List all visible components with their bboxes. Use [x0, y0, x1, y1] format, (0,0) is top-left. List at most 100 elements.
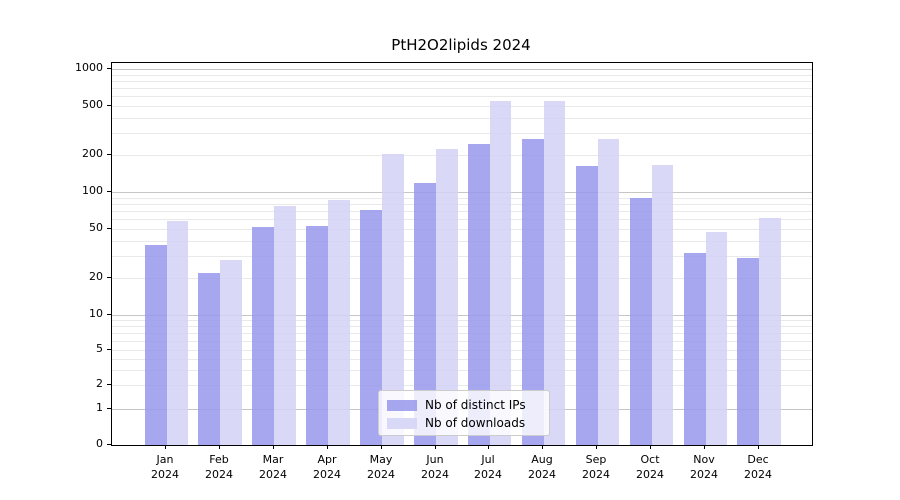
y-tick-label: 200	[82, 147, 103, 160]
bar-distinct-ips-jul	[467, 144, 490, 445]
y-tick-mark	[107, 384, 111, 385]
bar-distinct-ips-dec	[737, 258, 760, 445]
x-tick-mark	[273, 445, 274, 449]
y-tick-label: 5	[96, 342, 103, 355]
bar-distinct-ips-sep	[575, 165, 598, 445]
bar-downloads-apr	[328, 200, 350, 445]
x-tick-mark	[596, 445, 597, 449]
bar-distinct-ips-apr	[306, 225, 329, 445]
bar-downloads-may	[382, 154, 404, 445]
gridline	[112, 315, 812, 316]
x-tick-mark	[542, 445, 543, 449]
gridline	[112, 341, 812, 342]
x-tick-label: May 2024	[367, 453, 395, 481]
bar-distinct-ips-may	[360, 209, 383, 445]
bar-distinct-ips-nov	[683, 252, 706, 445]
gridline	[112, 198, 812, 199]
x-tick-label: Aug 2024	[528, 453, 556, 481]
bar-distinct-ips-jan	[144, 245, 167, 445]
gridline	[112, 81, 812, 82]
legend-label: Nb of distinct IPs	[425, 398, 526, 412]
gridline	[112, 118, 812, 119]
gridline	[112, 211, 812, 212]
gridline	[112, 278, 812, 279]
x-tick-label: Feb 2024	[205, 453, 233, 481]
y-tick-mark	[107, 154, 111, 155]
x-tick-mark	[219, 445, 220, 449]
x-tick-mark	[704, 445, 705, 449]
legend-label: Nb of downloads	[425, 416, 526, 430]
y-tick-mark	[107, 314, 111, 315]
gridline	[112, 350, 812, 351]
legend-swatch-ips	[387, 399, 417, 411]
legend-swatch-downloads	[387, 417, 417, 429]
gridline	[112, 241, 812, 242]
gridline	[112, 333, 812, 334]
gridline	[112, 385, 812, 386]
gridline	[112, 229, 812, 230]
x-tick-label: Oct 2024	[636, 453, 664, 481]
y-tick-label: 10	[89, 307, 103, 320]
x-tick-label: Apr 2024	[313, 453, 341, 481]
y-tick-mark	[107, 228, 111, 229]
y-tick-mark	[107, 444, 111, 445]
y-tick-label: 1000	[75, 61, 103, 74]
bar-distinct-ips-aug	[521, 139, 544, 445]
x-tick-label: Jul 2024	[474, 453, 502, 481]
bar-distinct-ips-oct	[629, 198, 652, 445]
gridline	[112, 96, 812, 97]
gridline	[112, 69, 812, 70]
bar-downloads-feb	[220, 260, 242, 445]
y-tick-mark	[107, 191, 111, 192]
gridline	[112, 320, 812, 321]
gridline	[112, 326, 812, 327]
y-tick-label: 0	[96, 437, 103, 450]
y-tick-label: 100	[82, 184, 103, 197]
bar-downloads-dec	[759, 218, 781, 445]
gridline	[112, 256, 812, 257]
gridline	[112, 370, 812, 371]
legend-item-downloads: Nb of downloads	[387, 414, 541, 432]
plot-area	[111, 62, 813, 446]
gridline	[112, 155, 812, 156]
bar-downloads-oct	[651, 164, 674, 445]
x-tick-mark	[327, 445, 328, 449]
x-tick-mark	[488, 445, 489, 449]
x-tick-label: Mar 2024	[259, 453, 287, 481]
gridline	[112, 106, 812, 107]
x-tick-mark	[435, 445, 436, 449]
chart-title: PtH2O2lipids 2024	[391, 36, 531, 54]
y-tick-label: 1	[96, 401, 103, 414]
bar-distinct-ips-jun	[414, 182, 436, 445]
bar-downloads-jun	[436, 149, 458, 445]
bar-downloads-jul	[489, 101, 512, 445]
bar-downloads-nov	[705, 232, 727, 445]
x-tick-label: Nov 2024	[690, 453, 718, 481]
x-tick-mark	[381, 445, 382, 449]
x-tick-label: Jun 2024	[421, 453, 449, 481]
y-tick-mark	[107, 408, 111, 409]
x-tick-label: Sep 2024	[582, 453, 610, 481]
y-tick-mark	[107, 277, 111, 278]
bar-downloads-sep	[597, 138, 620, 445]
legend: Nb of distinct IPs Nb of downloads	[378, 390, 550, 436]
bar-downloads-mar	[274, 205, 296, 445]
y-tick-label: 20	[89, 270, 103, 283]
gridline	[112, 204, 812, 205]
gridline	[112, 133, 812, 134]
x-tick-label: Jan 2024	[151, 453, 179, 481]
x-tick-mark	[165, 445, 166, 449]
x-tick-label: Dec 2024	[744, 453, 772, 481]
bar-distinct-ips-mar	[252, 226, 275, 445]
legend-item-distinct-ips: Nb of distinct IPs	[387, 396, 541, 414]
x-tick-mark	[650, 445, 651, 449]
bar-downloads-aug	[543, 101, 566, 445]
y-tick-mark	[107, 105, 111, 106]
bar-downloads-jan	[166, 221, 188, 445]
gridline	[112, 88, 812, 89]
y-tick-label: 2	[96, 377, 103, 390]
y-tick-mark	[107, 68, 111, 69]
gridline	[112, 359, 812, 360]
y-tick-label: 500	[82, 98, 103, 111]
